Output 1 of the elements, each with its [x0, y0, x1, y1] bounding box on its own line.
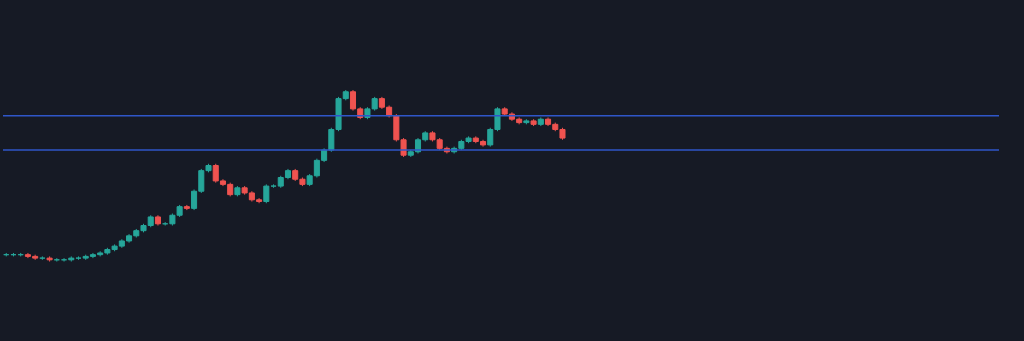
candlestick — [263, 183, 270, 204]
